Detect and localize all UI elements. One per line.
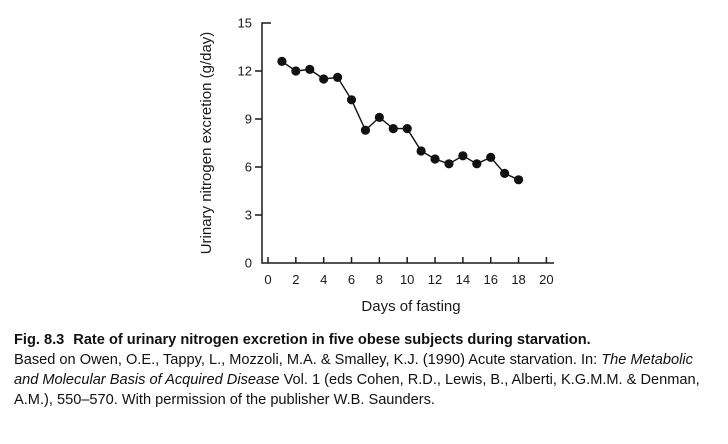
- nitrogen-excretion-chart: 0 3 6 9 12 15 0 2 4 6 8 10 12 14 16 18 20 Urinary nitroge…: [180, 8, 580, 330]
- y-axis-label: Urinary nitrogen excretion (g/day): [198, 32, 215, 255]
- x-tick-label: 14: [456, 272, 470, 287]
- y-tick-label: 9: [245, 112, 252, 127]
- caption-book-title: The Metabolic and Molecular Basis of Acq…: [14, 352, 693, 388]
- y-tick-label: 3: [245, 208, 252, 223]
- data-point: [374, 112, 384, 122]
- x-axis-label: Days of fasting: [361, 298, 460, 315]
- data-point: [333, 72, 343, 82]
- x-tick-label: 12: [428, 272, 442, 287]
- figure-title: Rate of urinary nitrogen excretion in fi…: [73, 332, 591, 348]
- y-tick-label: 15: [238, 16, 252, 31]
- data-point: [402, 124, 412, 134]
- data-point: [416, 146, 426, 156]
- data-point: [472, 159, 482, 169]
- x-tick-label: 2: [292, 272, 299, 287]
- data-point: [513, 175, 524, 185]
- chart-canvas: 0 3 6 9 12 15 0 2 4 6 8 10 12 14 16 18 20 Urinary nitroge…: [198, 16, 554, 315]
- data-point: [486, 152, 496, 162]
- caption-heading: Fig. 8.3 Rate of urinary nitrogen excreti…: [14, 330, 720, 350]
- x-tick-label: 8: [376, 272, 383, 287]
- x-tick-label: 20: [539, 272, 553, 287]
- caption-text-after-italic: Vol. 1 (eds Cohen, R.D., Lewis, B., Albe…: [14, 372, 700, 408]
- x-tick-label: 10: [400, 272, 414, 287]
- data-point: [305, 64, 315, 74]
- x-tick-label: 16: [483, 272, 497, 287]
- caption-text-before-italic: Based on Owen, O.E., Tappy, L., Mozzoli,…: [14, 352, 602, 368]
- series-line: [281, 60, 519, 181]
- x-tick-label: 4: [320, 272, 327, 287]
- x-tick-label: 0: [264, 272, 271, 287]
- y-tick-label: 0: [245, 256, 252, 271]
- data-point: [388, 124, 398, 134]
- data-point: [360, 125, 371, 135]
- x-tick-label: 6: [348, 272, 355, 287]
- data-point: [500, 168, 510, 178]
- data-point: [291, 66, 301, 76]
- data-point: [444, 159, 454, 169]
- data-point: [277, 56, 287, 66]
- figure-label: Fig. 8.3: [14, 332, 65, 348]
- data-point: [319, 74, 329, 84]
- y-tick-label: 12: [238, 64, 252, 79]
- x-tick-label: 18: [511, 272, 525, 287]
- y-tick-label: 6: [245, 160, 252, 175]
- data-point: [346, 95, 357, 105]
- figure-caption: Fig. 8.3 Rate of urinary nitrogen excreti…: [14, 330, 720, 410]
- data-point: [458, 151, 468, 161]
- y-axis: [261, 22, 271, 264]
- data-point: [430, 154, 440, 164]
